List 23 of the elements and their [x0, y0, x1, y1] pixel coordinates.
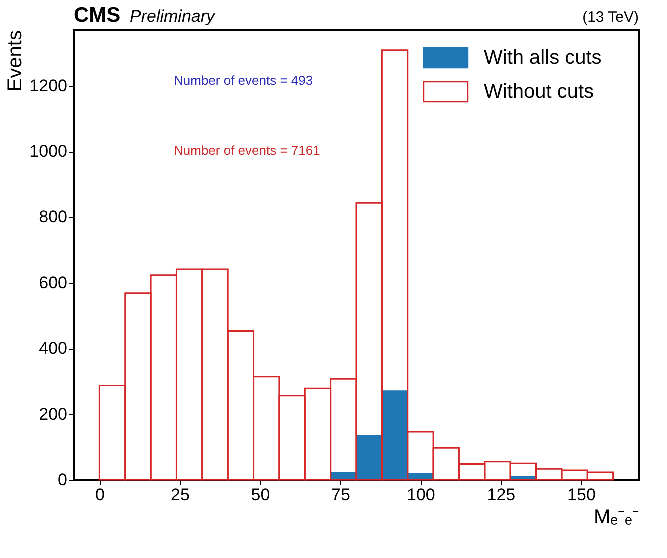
x-tick-label: 100 — [407, 486, 436, 504]
text: (13 TeV) — [582, 9, 639, 26]
y-tick-label: 400 — [39, 339, 68, 358]
x-tick-label: 0 — [95, 486, 105, 504]
x-tick-label: 25 — [170, 486, 190, 504]
legend-label: Without cuts — [484, 81, 594, 103]
y-tick-label: 800 — [39, 208, 68, 227]
y-tick-label: 1200 — [30, 76, 68, 96]
y-tick-label: 600 — [39, 273, 68, 292]
chart-title: CMS — [74, 4, 121, 27]
x-tick-label: 150 — [568, 486, 596, 504]
legend-label: With alls cuts — [484, 47, 602, 69]
x-tick-label: 50 — [251, 486, 270, 504]
chart-subtitle: Preliminary — [130, 7, 217, 26]
x-tick-label: 75 — [331, 486, 350, 504]
y-tick-label: 1000 — [30, 142, 68, 162]
x-tick-label: 125 — [487, 486, 516, 504]
y-tick-label: 200 — [39, 404, 68, 424]
annotation: Number of events = 493 — [174, 73, 314, 88]
x-axis-title: Mₑ⁻ₑ⁻ — [594, 506, 640, 528]
y-axis-title: Events — [4, 30, 27, 92]
y-tick-label: 0 — [58, 470, 68, 490]
annotation: Number of events = 7161 — [174, 143, 320, 158]
